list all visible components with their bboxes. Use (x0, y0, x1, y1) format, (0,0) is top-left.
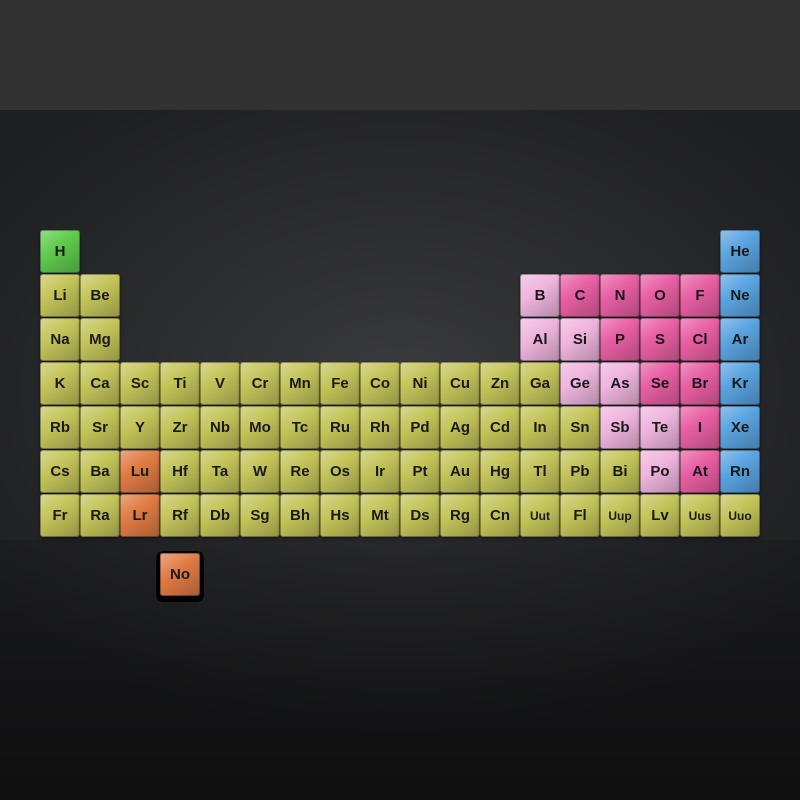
element-Tc: Tc (280, 406, 320, 449)
element-C: C (560, 274, 600, 317)
element-Bi: Bi (600, 450, 640, 493)
element-Li: Li (40, 274, 80, 317)
element-Po: Po (640, 450, 680, 493)
element-Ca: Ca (80, 362, 120, 405)
element-Rf: Rf (160, 494, 200, 537)
element-Sr: Sr (80, 406, 120, 449)
element-Ga: Ga (520, 362, 560, 405)
element-Uuo: Uuo (720, 494, 760, 537)
element-N: N (600, 274, 640, 317)
element-Cu: Cu (440, 362, 480, 405)
element-Ds: Ds (400, 494, 440, 537)
element-Ba: Ba (80, 450, 120, 493)
element-H: H (40, 230, 80, 273)
element-Ne: Ne (720, 274, 760, 317)
element-Lu: Lu (120, 450, 160, 493)
element-Nb: Nb (200, 406, 240, 449)
element-Cr: Cr (240, 362, 280, 405)
element-K: K (40, 362, 80, 405)
element-Lr: Lr (120, 494, 160, 537)
element-Kr: Kr (720, 362, 760, 405)
element-Zn: Zn (480, 362, 520, 405)
element-Al: Al (520, 318, 560, 361)
element-P: P (600, 318, 640, 361)
element-Ir: Ir (360, 450, 400, 493)
element-Se: Se (640, 362, 680, 405)
element-Ni: Ni (400, 362, 440, 405)
element-Br: Br (680, 362, 720, 405)
element-Co: Co (360, 362, 400, 405)
element-Sn: Sn (560, 406, 600, 449)
element-Ge: Ge (560, 362, 600, 405)
element-Au: Au (440, 450, 480, 493)
element-Y: Y (120, 406, 160, 449)
element-As: As (600, 362, 640, 405)
element-Rn: Rn (720, 450, 760, 493)
element-Zr: Zr (160, 406, 200, 449)
element-Pb: Pb (560, 450, 600, 493)
element-Be: Be (80, 274, 120, 317)
window-top-bar (0, 0, 800, 110)
element-No: No (160, 553, 200, 596)
element-Mt: Mt (360, 494, 400, 537)
element-Sb: Sb (600, 406, 640, 449)
element-Sg: Sg (240, 494, 280, 537)
element-Hg: Hg (480, 450, 520, 493)
element-Uus: Uus (680, 494, 720, 537)
element-Xe: Xe (720, 406, 760, 449)
element-Ti: Ti (160, 362, 200, 405)
element-F: F (680, 274, 720, 317)
element-Cd: Cd (480, 406, 520, 449)
element-Cl: Cl (680, 318, 720, 361)
element-Mo: Mo (240, 406, 280, 449)
element-Pd: Pd (400, 406, 440, 449)
element-Rb: Rb (40, 406, 80, 449)
element-Hf: Hf (160, 450, 200, 493)
main-grid: H He LiBe BCNOFNe NaMg AlSiPSClAr KCaScTiVCrMn… (40, 230, 760, 535)
element-Mn: Mn (280, 362, 320, 405)
element-I: I (680, 406, 720, 449)
element-Sc: Sc (120, 362, 160, 405)
element-Cn: Cn (480, 494, 520, 537)
element-He: He (720, 230, 760, 273)
element-Uut: Uut (520, 494, 560, 537)
element-Re: Re (280, 450, 320, 493)
element-S: S (640, 318, 680, 361)
element-Mg: Mg (80, 318, 120, 361)
element-Ar: Ar (720, 318, 760, 361)
element-Si: Si (560, 318, 600, 361)
element-Ag: Ag (440, 406, 480, 449)
element-Pt: Pt (400, 450, 440, 493)
element-Fe: Fe (320, 362, 360, 405)
element-Na: Na (40, 318, 80, 361)
element-Te: Te (640, 406, 680, 449)
element-O: O (640, 274, 680, 317)
element-W: W (240, 450, 280, 493)
element-At: At (680, 450, 720, 493)
element-Rh: Rh (360, 406, 400, 449)
periodic-table: H He LiBe BCNOFNe NaMg AlSiPSClAr KCaScTiVCrMn… (40, 230, 760, 643)
element-Ru: Ru (320, 406, 360, 449)
element-Os: Os (320, 450, 360, 493)
element-Bh: Bh (280, 494, 320, 537)
render-stage: H He LiBe BCNOFNe NaMg AlSiPSClAr KCaScTiVCrMn… (0, 110, 800, 800)
element-Lv: Lv (640, 494, 680, 537)
element-Tl: Tl (520, 450, 560, 493)
element-Ta: Ta (200, 450, 240, 493)
element-Cs: Cs (40, 450, 80, 493)
element-Uup: Uup (600, 494, 640, 537)
element-In: In (520, 406, 560, 449)
element-Fl: Fl (560, 494, 600, 537)
fblock-grid: LaCePrNdPmSmEuGdTbDyHoErTmYbAcThPaUNpPuA… (160, 553, 760, 643)
element-B: B (520, 274, 560, 317)
element-V: V (200, 362, 240, 405)
element-Hs: Hs (320, 494, 360, 537)
element-Ra: Ra (80, 494, 120, 537)
element-Rg: Rg (440, 494, 480, 537)
element-Fr: Fr (40, 494, 80, 537)
element-Db: Db (200, 494, 240, 537)
